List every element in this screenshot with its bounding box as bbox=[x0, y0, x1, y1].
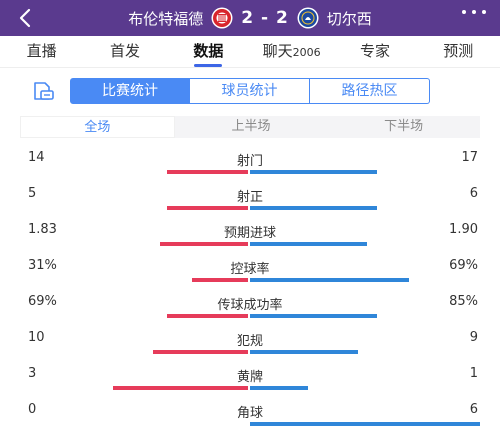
tab-live[interactable]: 直播 bbox=[26, 42, 57, 60]
stat-row: 69% 传球成功率 85% bbox=[0, 284, 500, 320]
stat-label: 传球成功率 bbox=[217, 298, 283, 313]
home-stat-value: 10 bbox=[28, 330, 45, 345]
period-selector: 全场 上半场 下半场 bbox=[20, 116, 480, 138]
stat-label: 射门 bbox=[236, 154, 263, 169]
stat-row: 3 黄牌 1 bbox=[0, 356, 500, 392]
tab-chat[interactable]: 聊天2006 bbox=[262, 42, 321, 60]
away-stat-bar bbox=[250, 350, 358, 354]
away-stat-value: 1.90 bbox=[449, 222, 478, 237]
home-stat-bar bbox=[113, 386, 248, 390]
stats-subbar: 比赛统计 球员统计 路径热区 bbox=[0, 68, 500, 114]
stat-row: 1.83 预期进球 1.90 bbox=[0, 212, 500, 248]
home-team-name[interactable]: 布伦特福德 bbox=[128, 9, 204, 28]
home-stat-value: 3 bbox=[28, 366, 37, 381]
segment-player-stats[interactable]: 球员统计 bbox=[190, 78, 310, 104]
away-stat-value: 69% bbox=[449, 258, 478, 273]
top-bar: 布伦特福德 2 - 2 切尔西 bbox=[0, 0, 500, 36]
away-stat-value: 85% bbox=[449, 294, 478, 309]
home-stat-value: 14 bbox=[28, 150, 45, 165]
tab-data[interactable]: 数据 bbox=[167, 36, 250, 67]
stat-label: 黄牌 bbox=[236, 370, 263, 385]
home-stat-bar bbox=[167, 314, 248, 318]
home-stat-value: 5 bbox=[28, 186, 37, 201]
tab-prediction[interactable]: 预测 bbox=[443, 42, 474, 60]
away-stat-value: 9 bbox=[469, 330, 478, 345]
stat-row: 5 射正 6 bbox=[0, 176, 500, 212]
home-stat-value: 69% bbox=[28, 294, 57, 309]
stat-label: 角球 bbox=[236, 406, 263, 421]
home-stat-value: 31% bbox=[28, 258, 57, 273]
segment-match-stats[interactable]: 比赛统计 bbox=[70, 78, 190, 104]
match-header: 布伦特福德 2 - 2 切尔西 bbox=[0, 0, 500, 36]
away-stat-bar bbox=[250, 242, 367, 246]
stat-label: 犯规 bbox=[236, 334, 263, 349]
away-stat-bar bbox=[250, 386, 308, 390]
away-stat-bar bbox=[250, 314, 377, 318]
home-stat-value: 1.83 bbox=[28, 222, 57, 237]
period-second-half[interactable]: 下半场 bbox=[384, 119, 424, 134]
home-team-badge-icon[interactable] bbox=[211, 7, 233, 29]
away-stat-value: 6 bbox=[469, 402, 478, 417]
stat-row: 14 射门 17 bbox=[0, 140, 500, 176]
away-stat-value: 6 bbox=[469, 186, 478, 201]
home-stat-bar bbox=[192, 278, 248, 282]
away-stat-value: 17 bbox=[461, 150, 478, 165]
away-stat-bar bbox=[250, 206, 377, 210]
document-icon[interactable] bbox=[32, 80, 56, 102]
stat-row: 0 角球 6 bbox=[0, 392, 500, 428]
stat-label: 射正 bbox=[236, 190, 263, 205]
period-full[interactable]: 全场 bbox=[20, 116, 175, 138]
segment-heatmap[interactable]: 路径热区 bbox=[310, 78, 430, 104]
home-stat-bar bbox=[167, 206, 248, 210]
away-stat-bar bbox=[250, 278, 409, 282]
back-arrow-icon[interactable] bbox=[14, 6, 38, 30]
more-menu-icon[interactable] bbox=[462, 10, 486, 14]
tab-lineup[interactable]: 首发 bbox=[109, 42, 140, 60]
away-stat-value: 1 bbox=[469, 366, 478, 381]
away-stat-bar bbox=[250, 422, 480, 426]
stat-label: 预期进球 bbox=[223, 226, 276, 241]
stat-row: 10 犯规 9 bbox=[0, 320, 500, 356]
match-score: 2 - 2 bbox=[241, 8, 289, 28]
stat-label: 控球率 bbox=[230, 262, 270, 277]
stat-row: 31% 控球率 69% bbox=[0, 248, 500, 284]
stats-segmented-control: 比赛统计 球员统计 路径热区 bbox=[70, 78, 430, 104]
home-stat-bar bbox=[160, 242, 248, 246]
home-stat-bar bbox=[167, 170, 248, 174]
main-tabs: 直播 首发 数据 聊天2006 专家 预测 bbox=[0, 36, 500, 68]
home-stat-bar bbox=[153, 350, 248, 354]
away-stat-bar bbox=[250, 170, 377, 174]
tab-experts[interactable]: 专家 bbox=[359, 42, 390, 60]
away-team-name[interactable]: 切尔西 bbox=[326, 9, 372, 28]
home-stat-value: 0 bbox=[28, 402, 37, 417]
period-first-half[interactable]: 上半场 bbox=[231, 119, 271, 134]
away-team-badge-icon[interactable] bbox=[297, 7, 319, 29]
